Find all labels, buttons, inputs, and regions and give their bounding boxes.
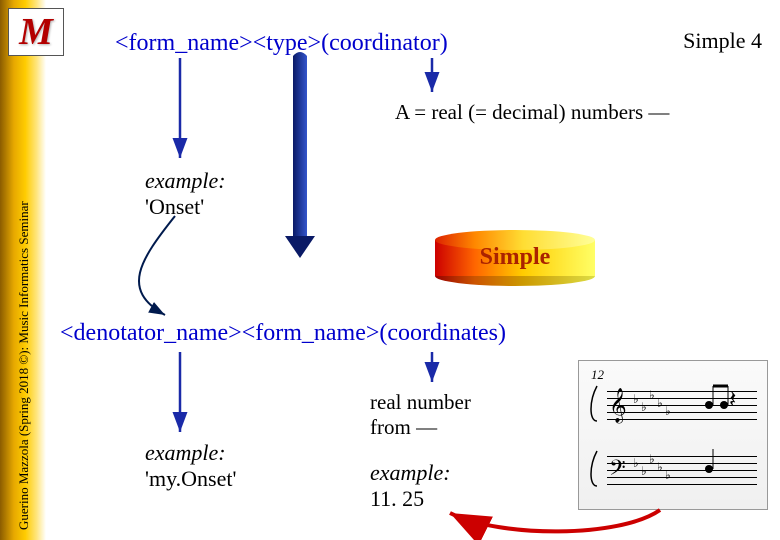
real-from-line1: real number <box>370 390 471 414</box>
svg-text:𝄢: 𝄢 <box>609 456 626 485</box>
simple-cylinder: Simple <box>435 230 595 286</box>
example1-label: example: <box>145 168 226 193</box>
svg-text:♭: ♭ <box>633 456 639 470</box>
example2-label: example: <box>145 440 226 465</box>
coordinator-text: (coordinator) <box>321 30 448 56</box>
arrow-type-to-cylinder-stem <box>293 56 307 238</box>
score-notation-icon: 𝄞 𝄢 ♭ ♭ ♭ ♭ ♭ ♭ ♭ ♭ ♭ ♭ 𝄽 <box>579 361 769 511</box>
form-definition-line: <form_name><type>(coordinator) <box>115 30 448 57</box>
example-1125: example: 11. 25 <box>370 460 451 512</box>
denotator-definition-line: <denotator_name><form_name>(coordinates) <box>60 320 506 347</box>
svg-text:♭: ♭ <box>665 468 671 482</box>
svg-text:𝄞: 𝄞 <box>609 388 627 424</box>
coordinates-text: (coordinates) <box>379 320 506 346</box>
sidebar-credit-text: Guerino Mazzola (Spring 2018 ©): Music I… <box>16 201 32 530</box>
denotator-name-tag: <denotator_name> <box>60 320 242 346</box>
svg-text:♭: ♭ <box>641 400 647 414</box>
svg-text:♭: ♭ <box>657 396 663 410</box>
example2-value: 'my.Onset' <box>145 466 236 491</box>
type-tag: <type> <box>253 30 321 56</box>
example-onset: example: 'Onset' <box>145 168 226 220</box>
cylinder-label: Simple <box>435 244 595 271</box>
real-from-line2: from — <box>370 415 437 439</box>
a-real-numbers-text: A = real (= decimal) numbers — <box>395 100 669 125</box>
example1-value: 'Onset' <box>145 194 204 219</box>
real-number-from-text: real number from — <box>370 390 471 440</box>
arrow-example-to-denotator <box>139 216 175 315</box>
form-name-tag-2: <form_name> <box>242 320 380 346</box>
music-score-graphic: 12 𝄞 𝄢 ♭ ♭ ♭ ♭ ♭ ♭ ♭ ♭ ♭ ♭ 𝄽 <box>578 360 768 510</box>
example3-label: example: <box>370 460 451 485</box>
arrow-score-to-example3 <box>450 510 660 531</box>
example-myonset: example: 'my.Onset' <box>145 440 236 492</box>
svg-text:♭: ♭ <box>633 392 639 406</box>
logo-m-letter: M <box>19 10 53 54</box>
svg-text:𝄽: 𝄽 <box>729 387 736 413</box>
arrow-type-to-cylinder-head <box>285 236 315 258</box>
example3-value: 11. 25 <box>370 486 424 511</box>
svg-text:♭: ♭ <box>649 388 655 402</box>
svg-text:♭: ♭ <box>641 464 647 478</box>
page-number: Simple 4 <box>683 28 762 54</box>
logo: M <box>8 8 64 56</box>
svg-text:♭: ♭ <box>649 452 655 466</box>
svg-text:♭: ♭ <box>657 460 663 474</box>
form-name-tag: <form_name> <box>115 30 253 56</box>
svg-text:♭: ♭ <box>665 404 671 418</box>
